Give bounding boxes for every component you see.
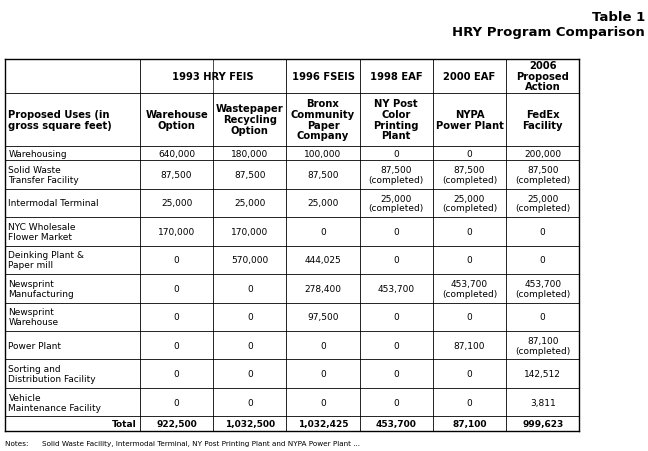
Text: 453,700: 453,700 (378, 284, 415, 293)
Text: 1993 HRY FEIS: 1993 HRY FEIS (172, 71, 254, 82)
Text: 87,100: 87,100 (452, 419, 487, 428)
Text: 0: 0 (540, 313, 546, 322)
Text: 100,000: 100,000 (305, 149, 341, 158)
Text: NYC Wholesale
Flower Market: NYC Wholesale Flower Market (8, 222, 76, 241)
Text: 0: 0 (540, 256, 546, 265)
Text: NY Post
Color
Printing
Plant: NY Post Color Printing Plant (373, 99, 419, 141)
Text: 170,000: 170,000 (158, 227, 195, 236)
Text: 0: 0 (320, 341, 326, 350)
Text: 1998 EAF: 1998 EAF (370, 71, 422, 82)
Text: HRY Program Comparison: HRY Program Comparison (452, 26, 645, 39)
Text: 0: 0 (174, 256, 179, 265)
Text: 0: 0 (247, 341, 253, 350)
Text: Sorting and
Distribution Facility: Sorting and Distribution Facility (8, 364, 96, 383)
Text: FedEx
Facility: FedEx Facility (522, 110, 563, 130)
Text: 0: 0 (393, 398, 399, 407)
Text: 278,400: 278,400 (305, 284, 341, 293)
Text: 0: 0 (393, 341, 399, 350)
Text: 87,500: 87,500 (234, 170, 266, 179)
Text: 0: 0 (540, 227, 546, 236)
Text: Power Plant: Power Plant (8, 341, 62, 350)
Text: Solid Waste
Transfer Facility: Solid Waste Transfer Facility (8, 166, 79, 184)
Text: 1,032,425: 1,032,425 (298, 419, 348, 428)
Text: 0: 0 (467, 227, 472, 236)
Text: 0: 0 (467, 149, 472, 158)
Text: 87,100: 87,100 (454, 341, 485, 350)
Text: 0: 0 (320, 398, 326, 407)
Text: 1,032,500: 1,032,500 (225, 419, 275, 428)
Text: 87,500
(completed): 87,500 (completed) (442, 166, 497, 184)
Text: 0: 0 (467, 398, 472, 407)
Text: 0: 0 (393, 227, 399, 236)
Text: 25,000: 25,000 (234, 199, 266, 208)
Text: Bronx
Community
Paper
Company: Bronx Community Paper Company (291, 99, 355, 141)
Text: 0: 0 (393, 256, 399, 265)
Text: Deinking Plant &
Paper mill: Deinking Plant & Paper mill (8, 251, 84, 270)
Text: 640,000: 640,000 (158, 149, 195, 158)
Text: 0: 0 (393, 149, 399, 158)
Text: 0: 0 (174, 284, 179, 293)
Text: 87,500
(completed): 87,500 (completed) (515, 166, 570, 184)
Text: 87,500: 87,500 (161, 170, 192, 179)
Text: Intermodal Terminal: Intermodal Terminal (8, 199, 99, 208)
Text: Vehicle
Maintenance Facility: Vehicle Maintenance Facility (8, 393, 102, 412)
Text: 0: 0 (174, 398, 179, 407)
Text: Table 1: Table 1 (592, 11, 645, 24)
Text: 180,000: 180,000 (231, 149, 268, 158)
Text: 25,000: 25,000 (307, 199, 339, 208)
Text: 0: 0 (320, 227, 326, 236)
Text: 0: 0 (247, 369, 253, 378)
Text: 2000 EAF: 2000 EAF (443, 71, 496, 82)
Text: 453,700
(completed): 453,700 (completed) (442, 279, 497, 298)
Text: 0: 0 (247, 313, 253, 322)
Text: 170,000: 170,000 (231, 227, 268, 236)
Text: 0: 0 (467, 313, 472, 322)
Text: 0: 0 (393, 313, 399, 322)
Text: 0: 0 (247, 284, 253, 293)
Text: Newsprint
Manufacturing: Newsprint Manufacturing (8, 279, 74, 298)
Text: 0: 0 (467, 256, 472, 265)
Text: 0: 0 (467, 369, 472, 378)
Text: 0: 0 (174, 341, 179, 350)
Text: Newsprint
Warehouse: Newsprint Warehouse (8, 308, 58, 327)
Text: Warehouse
Option: Warehouse Option (145, 110, 208, 130)
Text: Notes:      Solid Waste Facility, Intermodal Terminal, NY Post Printing Plant an: Notes: Solid Waste Facility, Intermodal … (5, 440, 360, 446)
Text: 200,000: 200,000 (524, 149, 561, 158)
Text: 87,500: 87,500 (307, 170, 339, 179)
Text: 922,500: 922,500 (156, 419, 197, 428)
Text: 142,512: 142,512 (524, 369, 561, 378)
Text: 570,000: 570,000 (231, 256, 268, 265)
Text: Proposed Uses (in
gross square feet): Proposed Uses (in gross square feet) (8, 110, 112, 130)
Text: 87,100
(completed): 87,100 (completed) (515, 336, 570, 355)
Text: Warehousing: Warehousing (8, 149, 67, 158)
Text: 97,500: 97,500 (307, 313, 339, 322)
Text: 25,000
(completed): 25,000 (completed) (442, 194, 497, 213)
Text: 453,700: 453,700 (376, 419, 417, 428)
Text: 0: 0 (320, 369, 326, 378)
Text: 0: 0 (174, 313, 179, 322)
Text: 25,000
(completed): 25,000 (completed) (515, 194, 570, 213)
Text: 0: 0 (174, 369, 179, 378)
Text: 25,000
(completed): 25,000 (completed) (369, 194, 424, 213)
Text: NYPA
Power Plant: NYPA Power Plant (435, 110, 503, 130)
Text: 1996 FSEIS: 1996 FSEIS (292, 71, 354, 82)
Text: 999,623: 999,623 (522, 419, 563, 428)
Text: Wastepaper
Recycling
Option: Wastepaper Recycling Option (216, 104, 284, 136)
Text: 453,700
(completed): 453,700 (completed) (515, 279, 570, 298)
Text: 0: 0 (247, 398, 253, 407)
Text: 87,500
(completed): 87,500 (completed) (369, 166, 424, 184)
Text: 0: 0 (393, 369, 399, 378)
Text: 2006
Proposed
Action: 2006 Proposed Action (516, 61, 569, 92)
Text: 444,025: 444,025 (305, 256, 341, 265)
Text: 3,811: 3,811 (530, 398, 555, 407)
Text: 25,000: 25,000 (161, 199, 192, 208)
Text: Total: Total (112, 419, 137, 428)
